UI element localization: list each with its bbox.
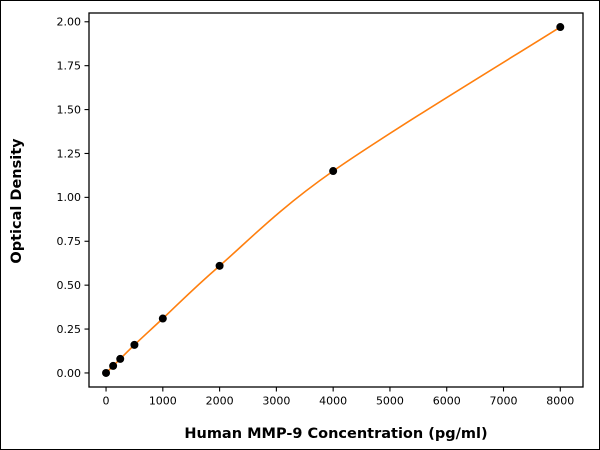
x-tick-label: 2000 <box>206 395 234 408</box>
y-tick-label: 1.75 <box>57 59 82 72</box>
data-point <box>130 340 139 349</box>
data-point <box>556 23 565 32</box>
fitted-curve <box>105 26 561 374</box>
y-tick-label: 1.00 <box>57 191 82 204</box>
x-tick-label: 7000 <box>490 395 518 408</box>
y-tick-label: 0.50 <box>57 279 82 292</box>
x-tick-label: 3000 <box>262 395 290 408</box>
plot-area: 0 1000 2000 3000 4000 5000 6000 7000 8000 0.00 0.2… <box>57 12 584 408</box>
data-point <box>102 368 111 377</box>
x-tick-label: 1000 <box>149 395 177 408</box>
x-tick-label: 4000 <box>319 395 347 408</box>
x-axis-label: Human MMP-9 Concentration (pg/ml) <box>184 426 487 442</box>
data-point <box>158 314 167 323</box>
y-tick-label: 0.25 <box>57 323 82 336</box>
y-tick-label: 1.25 <box>57 147 82 160</box>
data-point <box>109 361 118 370</box>
data-point <box>215 261 224 270</box>
x-tick-label: 5000 <box>376 395 404 408</box>
y-tick-label: 0.00 <box>57 367 82 380</box>
data-point <box>329 167 338 176</box>
y-tick-label: 1.50 <box>57 103 82 116</box>
y-tick-label: 0.75 <box>57 235 82 248</box>
y-tick-label: 2.00 <box>57 16 82 29</box>
x-tick-label: 8000 <box>546 395 574 408</box>
plot-border <box>88 12 584 388</box>
data-point <box>116 354 125 363</box>
x-tick-label: 0 <box>103 395 110 408</box>
x-tick-label: 6000 <box>433 395 461 408</box>
y-axis-label: Optical Density <box>9 138 25 264</box>
